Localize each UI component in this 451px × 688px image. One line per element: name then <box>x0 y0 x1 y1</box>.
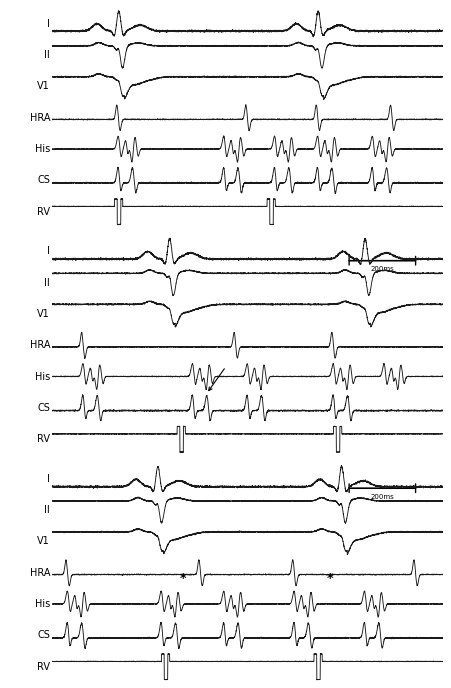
Text: His: His <box>35 372 50 382</box>
Text: V1: V1 <box>37 81 50 92</box>
Text: CS: CS <box>37 175 50 185</box>
Text: 200ms: 200ms <box>370 494 393 500</box>
Text: RV: RV <box>37 662 50 671</box>
Text: II: II <box>44 505 50 515</box>
Text: *: * <box>179 572 186 585</box>
Text: HRA: HRA <box>29 568 50 578</box>
Text: 200ms: 200ms <box>370 266 393 272</box>
Text: II: II <box>44 278 50 288</box>
Text: CS: CS <box>37 403 50 413</box>
Text: His: His <box>35 144 50 154</box>
Text: HRA: HRA <box>29 341 50 350</box>
Text: His: His <box>35 599 50 609</box>
Text: I: I <box>47 246 50 257</box>
Text: *: * <box>326 572 332 585</box>
Text: RV: RV <box>37 434 50 444</box>
Text: HRA: HRA <box>29 113 50 122</box>
Text: I: I <box>47 474 50 484</box>
Text: I: I <box>47 19 50 29</box>
Text: RV: RV <box>37 206 50 217</box>
Text: V1: V1 <box>37 309 50 319</box>
Text: II: II <box>44 50 50 60</box>
Text: V1: V1 <box>37 537 50 546</box>
Text: CS: CS <box>37 630 50 641</box>
